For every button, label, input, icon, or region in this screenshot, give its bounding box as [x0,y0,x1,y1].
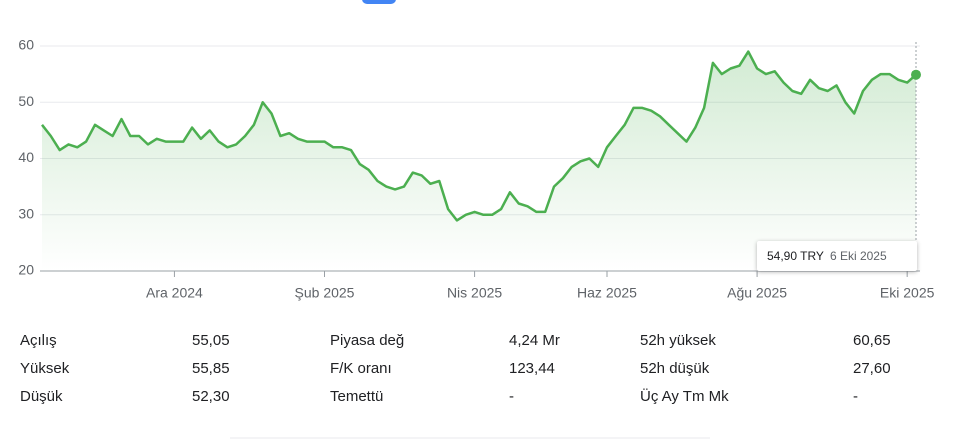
stat-label: Temettü [330,388,384,405]
stat-label: Düşük [20,388,63,405]
stat-value: 55,05 [192,332,230,349]
stat-value: 4,24 Mr [509,332,560,349]
y-tick-label: 50 [18,93,34,109]
last-point [911,69,921,80]
stat-label: Piyasa değ [330,332,405,349]
stat-label: Yüksek [20,360,70,377]
stat-label: Açılış [20,332,57,349]
tooltip: 54,90 TRY 6 Eki 2025 [757,241,917,271]
x-tick-label: Haz 2025 [577,285,637,301]
stat-value: 123,44 [509,360,555,377]
stat-value: 55,85 [192,360,230,377]
stat-value: 27,60 [853,360,891,377]
stat-value: 52,30 [192,388,230,405]
x-tick-label: Nis 2025 [447,285,502,301]
y-tick-label: 40 [18,149,34,165]
tooltip-date: 6 Eki 2025 [829,249,887,263]
x-tick-label: Eki 2025 [880,285,935,301]
y-tick-label: 30 [18,205,34,221]
stat-value: - [509,388,514,405]
tab-indicator [362,0,396,4]
x-tick-label: Ağu 2025 [727,285,787,301]
x-tick-label: Şub 2025 [295,285,355,301]
tooltip-price: 54,90 TRY [767,249,824,263]
stat-value: 60,65 [853,332,891,349]
x-tick-label: Ara 2024 [146,285,203,301]
stat-value: - [853,388,858,405]
price-line [41,50,917,222]
stat-label: F/K oranı [330,360,392,377]
stat-label: Üç Ay Tm Mk [640,388,729,405]
stat-label: 52h yüksek [640,332,716,349]
y-tick-label: 60 [18,37,34,53]
stat-label: 52h düşük [640,360,710,377]
y-tick-label: 20 [18,262,34,278]
area-fill [42,51,916,271]
